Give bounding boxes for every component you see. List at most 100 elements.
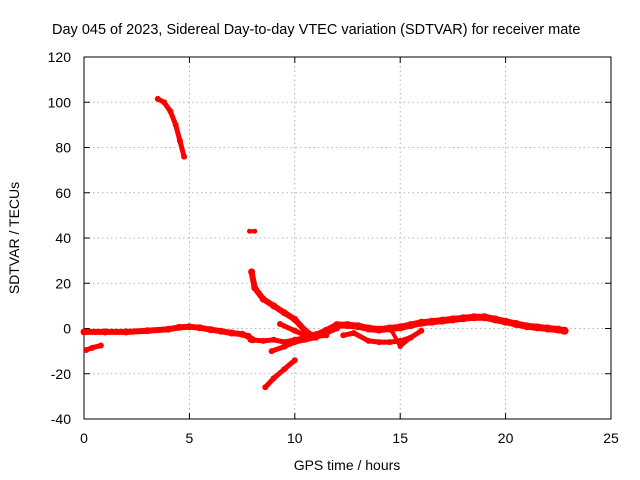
data-point [448, 315, 457, 324]
data-point [533, 323, 542, 332]
data-point [122, 328, 130, 336]
data-point [101, 328, 109, 336]
y-tick-label: 120 [48, 49, 72, 65]
data-point [302, 332, 309, 339]
data-point [376, 339, 383, 346]
data-point [247, 228, 252, 234]
y-tick-label: 100 [48, 94, 72, 110]
series-converge-upper [277, 321, 319, 341]
y-tick-label: -20 [51, 366, 71, 382]
data-point [512, 320, 521, 328]
data-point [408, 335, 414, 341]
data-point [259, 295, 267, 303]
y-tick-label: 0 [63, 321, 71, 337]
plot-frame [83, 56, 612, 420]
data-point [175, 323, 183, 331]
data-point [89, 344, 96, 351]
data-point [252, 228, 258, 234]
data-point [386, 339, 393, 346]
data-point [396, 323, 405, 332]
data-point [251, 284, 259, 292]
data-point [291, 327, 298, 334]
data-point [322, 326, 331, 335]
axis-ticks: 0 5 10 15 20 25 -40 -20 0 20 40 60 80 100 120 [48, 49, 619, 446]
data-point [554, 325, 563, 334]
data-point [350, 330, 357, 336]
data-point [262, 384, 269, 391]
data-point [418, 327, 425, 334]
series-high-arc [155, 96, 187, 160]
data-point [260, 337, 267, 344]
data-point [522, 322, 531, 331]
y-axis-label: SDTVAR / TECUs [6, 182, 22, 294]
data-point [397, 344, 403, 350]
data-point [270, 336, 277, 343]
data-point [277, 321, 283, 327]
data-point [491, 315, 500, 324]
data-point [470, 313, 478, 322]
data-point [281, 343, 288, 350]
data-point [97, 342, 104, 349]
data-point [291, 357, 298, 364]
data-point [459, 314, 468, 323]
x-tick-label: 10 [287, 430, 303, 446]
data-point [207, 326, 214, 334]
data-point [270, 375, 277, 382]
data-point [560, 326, 569, 335]
y-tick-label: -40 [51, 411, 71, 427]
data-point [80, 328, 88, 336]
data-point [364, 324, 373, 333]
x-tick-label: 15 [392, 430, 408, 446]
data-point [333, 321, 341, 330]
data-point [427, 317, 436, 326]
data-point [340, 332, 347, 339]
data-point [248, 268, 256, 276]
y-tick-label: 80 [55, 140, 71, 156]
data-point [270, 302, 278, 310]
data-point [501, 317, 510, 326]
chart-title: Day 045 of 2023, Sidereal Day-to-day VTE… [52, 22, 580, 38]
grid [84, 57, 611, 419]
data-point [291, 339, 298, 346]
data-point [343, 321, 352, 330]
data-point [354, 322, 362, 331]
data-point [167, 108, 174, 115]
data-point [228, 329, 236, 337]
data-series [80, 95, 569, 391]
data-point [143, 327, 151, 335]
data-point [83, 347, 90, 353]
data-point [172, 121, 179, 128]
y-tick-label: 20 [55, 275, 71, 291]
data-point [417, 318, 426, 327]
y-tick-label: 40 [55, 230, 71, 246]
x-axis-label: GPS time / hours [294, 457, 401, 473]
data-point [375, 325, 384, 334]
data-point [480, 313, 489, 322]
data-point [176, 137, 183, 144]
data-point [311, 331, 320, 340]
data-point [389, 328, 395, 334]
data-point [161, 99, 168, 106]
x-tick-label: 25 [603, 430, 619, 446]
data-point [281, 366, 288, 373]
data-point [406, 321, 415, 330]
data-point [238, 330, 246, 338]
data-point [185, 323, 193, 331]
data-point [291, 315, 299, 323]
x-tick-label: 20 [498, 430, 514, 446]
data-point [196, 324, 204, 332]
series-rising-lower [262, 357, 298, 390]
x-tick-label: 0 [80, 430, 88, 446]
data-point [280, 309, 288, 317]
data-point [154, 95, 161, 102]
data-point [543, 324, 552, 333]
data-point [217, 327, 225, 335]
x-tick-label: 5 [186, 430, 194, 446]
data-point [247, 336, 254, 343]
data-point [438, 316, 447, 325]
y-tick-label: 60 [55, 185, 71, 201]
data-point [164, 325, 172, 333]
data-point [181, 153, 188, 160]
data-point [268, 348, 275, 355]
